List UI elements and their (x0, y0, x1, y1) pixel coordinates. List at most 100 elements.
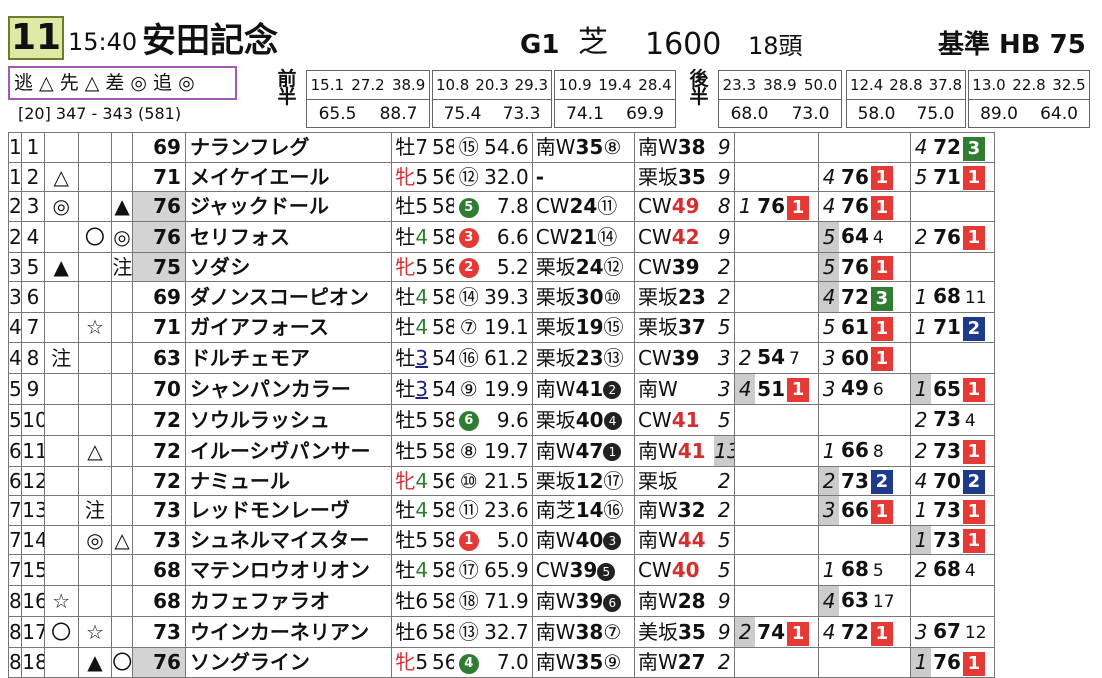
mark-2 (77, 191, 113, 222)
popularity: ⑫ (454, 161, 484, 192)
training-2-course: 南W (637, 589, 678, 613)
past-c-result: 73 1 (931, 495, 996, 526)
mark-3 (111, 585, 133, 617)
past-c-result: 71 2 (931, 312, 996, 343)
popularity-badge: 2 (458, 258, 479, 279)
training-1: 栗坂24⑫ (531, 251, 635, 282)
training-1: 南W38⑦ (531, 616, 635, 648)
past-c-result (931, 341, 996, 374)
mark-2: ▲ (77, 647, 113, 678)
horse-score: 63 (131, 341, 186, 374)
past-c-finish-badge: 1 (962, 529, 985, 554)
runner-count: 18頭 (748, 32, 803, 60)
mark-2 (77, 281, 113, 313)
past-b-position: 5 (818, 312, 840, 343)
training-2-time: 49 (671, 194, 700, 219)
past-b-position: 1 (818, 434, 840, 467)
horse-name: レッドモンレーヴ (184, 495, 392, 526)
past-b-position: 4 (818, 281, 840, 313)
sex-age: 牡4 (390, 554, 432, 586)
mark-2 (77, 341, 113, 374)
past-a-result (755, 554, 820, 586)
popularity-rank: ⑫ (458, 164, 479, 189)
popularity-rank: ⑱ (458, 589, 479, 613)
win-odds: 6.6 (483, 220, 533, 253)
training-2-course: 南W (637, 498, 678, 523)
zen-lap-rating: 75.4 (443, 104, 482, 124)
table-row: 817〇☆73ウインカーネリアン牡658⑬32.7南W38⑦美坂35927414… (7, 616, 1078, 648)
kou-lap-rating: 73.0 (791, 104, 830, 124)
horse-number: 9 (21, 372, 45, 405)
training-rank: 9 (714, 220, 736, 253)
horse-sex: 牡 (395, 224, 416, 249)
past-b-result: 60 1 (839, 341, 912, 374)
mark-1 (43, 220, 79, 253)
past-b-rating: 64 (841, 223, 869, 248)
horse-score: 69 (131, 281, 186, 313)
zen-lap-sections: 15.1 27.2 38.9 (307, 71, 429, 100)
past-a-result (755, 251, 820, 282)
past-b-result (839, 647, 912, 678)
training-2-course: 南W (637, 438, 678, 463)
past-a-position: 2 (734, 341, 756, 374)
sex-age: 牡4 (390, 220, 432, 253)
training-2-time: 39 (671, 254, 700, 279)
training-1: 南W41 2 (531, 372, 635, 405)
training-2-time: 44 (677, 527, 706, 552)
horse-score: 71 (131, 312, 186, 343)
training-2-course: CW (637, 345, 672, 370)
basis-score: 基準 HB 75 (938, 30, 1086, 60)
race-grade: G1 (520, 30, 560, 60)
horse-number: 3 (21, 191, 45, 222)
training-2-time: 28 (677, 589, 706, 613)
training-1-course: CW (535, 558, 570, 582)
past-a-rating: 54 (757, 344, 785, 369)
past-c-result: 73 1 (931, 524, 996, 555)
popularity-badge: 6 (458, 411, 479, 431)
past-c-rating: 73 (933, 438, 961, 463)
past-a-result (755, 524, 820, 555)
past-b-position (818, 647, 840, 678)
horse-age: 5 (415, 438, 429, 463)
win-odds: 7.8 (483, 191, 533, 222)
training-rank: 2 (714, 281, 736, 313)
past-b-result: 76 1 (839, 251, 912, 282)
carried-weight: 58 (431, 554, 455, 586)
past-a-finish: 7 (789, 348, 800, 369)
kou-lap-rating: 89.0 (980, 104, 1018, 124)
horse-score: 73 (131, 495, 186, 526)
past-b-position (818, 524, 840, 555)
win-odds: 65.9 (483, 554, 533, 586)
mark-3 (111, 465, 133, 496)
past-a-position (734, 524, 756, 555)
popularity: 5 (454, 191, 484, 222)
carried-weight: 58 (431, 281, 455, 313)
carried-weight: 54 (431, 341, 455, 374)
horse-age: 4 (415, 224, 429, 249)
training-rank: 5 (714, 403, 736, 436)
training-1-rank: ⑪ (597, 194, 618, 219)
sex-age: 牡3 (390, 372, 432, 405)
past-b-result: 61 1 (839, 312, 912, 343)
horse-score: 72 (131, 465, 186, 496)
horse-number: 11 (21, 434, 45, 467)
kou-lap-section-time: 23.3 (722, 76, 757, 94)
mark-2: ☆ (77, 312, 113, 343)
horse-sex: 牡 (395, 498, 416, 523)
training-1: CW24⑪ (531, 191, 635, 222)
mark-3: 注 (111, 251, 133, 282)
carried-weight: 58 (431, 495, 455, 526)
past-b-result: 49 6 (839, 372, 912, 405)
past-a-position: 2 (734, 616, 756, 648)
horse-score: 76 (131, 191, 186, 222)
carried-weight: 58 (431, 616, 455, 648)
past-a-position (734, 434, 756, 467)
past-a-result: 76 1 (755, 191, 820, 222)
past-c-rating: 73 (933, 498, 961, 523)
zen-lap-section-time: 27.2 (351, 76, 385, 94)
past-a-result (755, 495, 820, 526)
zen-lap-section-time: 20.3 (475, 76, 509, 94)
horse-age: 4 (415, 558, 429, 582)
training-2-course: 南W (637, 650, 678, 675)
